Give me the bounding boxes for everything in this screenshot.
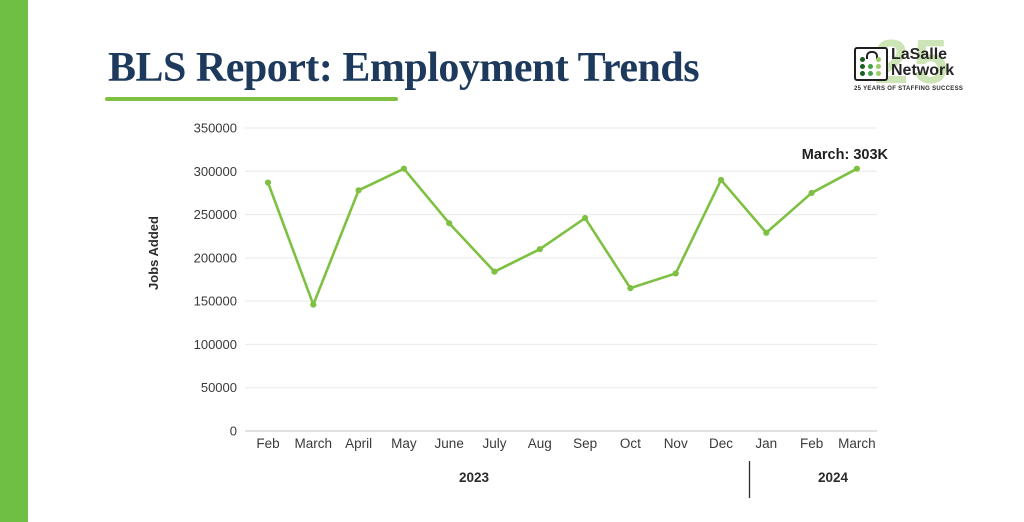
title-underline <box>105 97 398 101</box>
data-point <box>264 179 272 186</box>
x-tick-label: Jan <box>755 436 777 451</box>
logo-dot <box>876 64 881 69</box>
data-point <box>491 268 498 275</box>
logo-dot <box>860 64 865 69</box>
logo-name-line2: Network <box>891 62 955 79</box>
logo-dot <box>860 57 865 62</box>
data-point <box>627 285 634 292</box>
logo-dot <box>876 57 881 62</box>
y-axis-title: Jobs Added <box>146 216 161 290</box>
trend-line <box>266 167 859 306</box>
y-tick-label: 50000 <box>201 380 237 395</box>
y-tick-label: 150000 <box>194 294 237 309</box>
data-point <box>582 214 589 222</box>
logo-name-line1: LaSalle <box>891 46 948 63</box>
x-tick-label: Nov <box>664 436 688 451</box>
data-point <box>672 270 679 277</box>
data-point <box>853 165 861 172</box>
y-tick-label: 350000 <box>194 121 237 136</box>
logo-dot <box>876 71 881 76</box>
x-tick-label: June <box>435 436 464 451</box>
data-point <box>446 220 453 227</box>
y-tick-label: 200000 <box>194 250 237 265</box>
logo-tagline: 25 YEARS OF STAFFING SUCCESS <box>854 86 964 92</box>
x-tick-label: Aug <box>528 436 552 451</box>
logo-dot <box>868 71 873 76</box>
logo-dot <box>860 71 865 76</box>
data-point <box>808 189 815 197</box>
year-label-2024: 2024 <box>818 470 849 485</box>
y-tick-label: 300000 <box>194 164 237 179</box>
data-point <box>400 165 407 172</box>
data-point <box>536 246 543 253</box>
data-point <box>310 301 317 308</box>
x-tick-label: April <box>345 436 372 451</box>
x-tick-label: July <box>482 436 506 451</box>
x-tick-label: March <box>838 436 876 451</box>
x-tick-label: May <box>391 436 417 451</box>
briefcase-dots-icon <box>854 47 888 81</box>
y-tick-label: 250000 <box>194 207 237 222</box>
y-tick-label: 0 <box>230 424 237 439</box>
x-tick-label: Feb <box>256 436 279 451</box>
data-point <box>763 229 770 236</box>
logo-dot <box>868 64 873 69</box>
x-tick-label: Feb <box>800 436 823 451</box>
left-accent-bar <box>0 0 28 522</box>
data-point <box>717 176 725 184</box>
x-tick-label: Sep <box>573 436 597 451</box>
x-tick-label: March <box>295 436 333 451</box>
briefcase-handle <box>866 51 878 59</box>
logo-name: LaSalle Network <box>891 47 954 79</box>
year-label-2023: 2023 <box>459 470 490 485</box>
lasalle-network-logo: 25 LaSalle Network 25 YEARS OF STAFFING … <box>850 32 968 98</box>
data-point <box>355 187 362 194</box>
x-tick-label: Dec <box>709 436 733 451</box>
y-tick-label: 100000 <box>194 337 237 352</box>
annotation-label: March: 303K <box>802 147 889 163</box>
x-tick-label: Oct <box>620 436 641 451</box>
page-title: BLS Report: Employment Trends <box>108 45 700 91</box>
